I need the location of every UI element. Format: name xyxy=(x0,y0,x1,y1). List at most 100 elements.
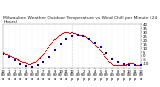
Point xyxy=(105,52,108,54)
Point xyxy=(32,62,35,63)
Point xyxy=(113,64,115,65)
Point xyxy=(81,34,84,35)
Point xyxy=(30,62,32,64)
Point xyxy=(110,62,112,64)
Point xyxy=(48,56,50,58)
Point xyxy=(25,62,27,64)
Point xyxy=(71,35,73,37)
Point xyxy=(124,64,127,65)
Point xyxy=(87,38,90,39)
Point xyxy=(83,35,86,37)
Point xyxy=(19,60,22,61)
Point xyxy=(41,55,44,56)
Point xyxy=(94,42,96,43)
Point xyxy=(139,64,141,65)
Point xyxy=(44,51,47,52)
Point xyxy=(25,66,27,67)
Point xyxy=(122,63,125,65)
Point xyxy=(108,61,111,62)
Point xyxy=(129,62,132,64)
Point xyxy=(111,63,113,65)
Point xyxy=(19,63,22,65)
Point xyxy=(46,47,48,49)
Point xyxy=(130,62,132,64)
Point xyxy=(119,64,121,65)
Point xyxy=(40,55,43,57)
Point xyxy=(28,63,30,65)
Point xyxy=(97,48,100,50)
Point xyxy=(114,65,116,66)
Point xyxy=(21,61,24,62)
Point xyxy=(59,43,62,45)
Point xyxy=(74,32,76,34)
Point xyxy=(82,35,85,37)
Point xyxy=(26,62,28,64)
Point xyxy=(56,35,59,37)
Point xyxy=(126,63,129,65)
Point xyxy=(127,62,130,64)
Point xyxy=(4,53,6,54)
Point xyxy=(17,59,20,61)
Point xyxy=(65,39,68,40)
Point xyxy=(64,32,67,33)
Point xyxy=(36,58,39,60)
Point xyxy=(75,33,77,35)
Point xyxy=(42,53,45,54)
Point xyxy=(61,32,64,34)
Point xyxy=(6,54,8,55)
Point xyxy=(84,35,87,37)
Point xyxy=(18,59,21,61)
Point xyxy=(96,46,98,47)
Point xyxy=(134,64,136,65)
Point xyxy=(5,53,7,54)
Point xyxy=(94,44,96,46)
Point xyxy=(100,51,103,53)
Point xyxy=(52,39,54,41)
Point xyxy=(115,65,117,66)
Point xyxy=(78,34,81,35)
Point xyxy=(76,33,79,35)
Point xyxy=(106,58,109,60)
Point xyxy=(50,42,52,43)
Point xyxy=(54,50,56,51)
Point xyxy=(53,39,55,40)
Point xyxy=(8,56,10,58)
Point xyxy=(98,49,101,50)
Point xyxy=(39,56,42,58)
Point xyxy=(73,32,75,34)
Point xyxy=(7,55,9,56)
Point xyxy=(79,34,82,35)
Point xyxy=(134,64,136,65)
Point xyxy=(51,41,53,42)
Point xyxy=(70,32,72,33)
Point xyxy=(82,35,85,36)
Point xyxy=(33,61,36,62)
Point xyxy=(36,65,39,66)
Point xyxy=(59,33,62,35)
Point xyxy=(99,51,102,52)
Point xyxy=(128,64,131,65)
Point xyxy=(34,60,37,61)
Point xyxy=(137,64,139,65)
Point xyxy=(54,37,57,39)
Point xyxy=(37,58,40,59)
Point xyxy=(85,36,88,38)
Point xyxy=(72,32,74,34)
Point xyxy=(117,62,119,63)
Text: Milwaukee Weather Outdoor Temperature vs Wind Chill per Minute (24 Hours): Milwaukee Weather Outdoor Temperature vs… xyxy=(3,16,157,24)
Point xyxy=(54,38,56,39)
Point xyxy=(38,57,41,58)
Point xyxy=(92,42,94,43)
Point xyxy=(135,64,137,65)
Point xyxy=(128,62,131,64)
Point xyxy=(131,62,133,64)
Point xyxy=(99,47,102,48)
Point xyxy=(22,61,24,62)
Point xyxy=(9,55,11,57)
Point xyxy=(132,62,134,64)
Point xyxy=(12,57,15,58)
Point xyxy=(62,32,65,34)
Point xyxy=(29,63,31,65)
Point xyxy=(116,65,118,66)
Point xyxy=(47,46,49,47)
